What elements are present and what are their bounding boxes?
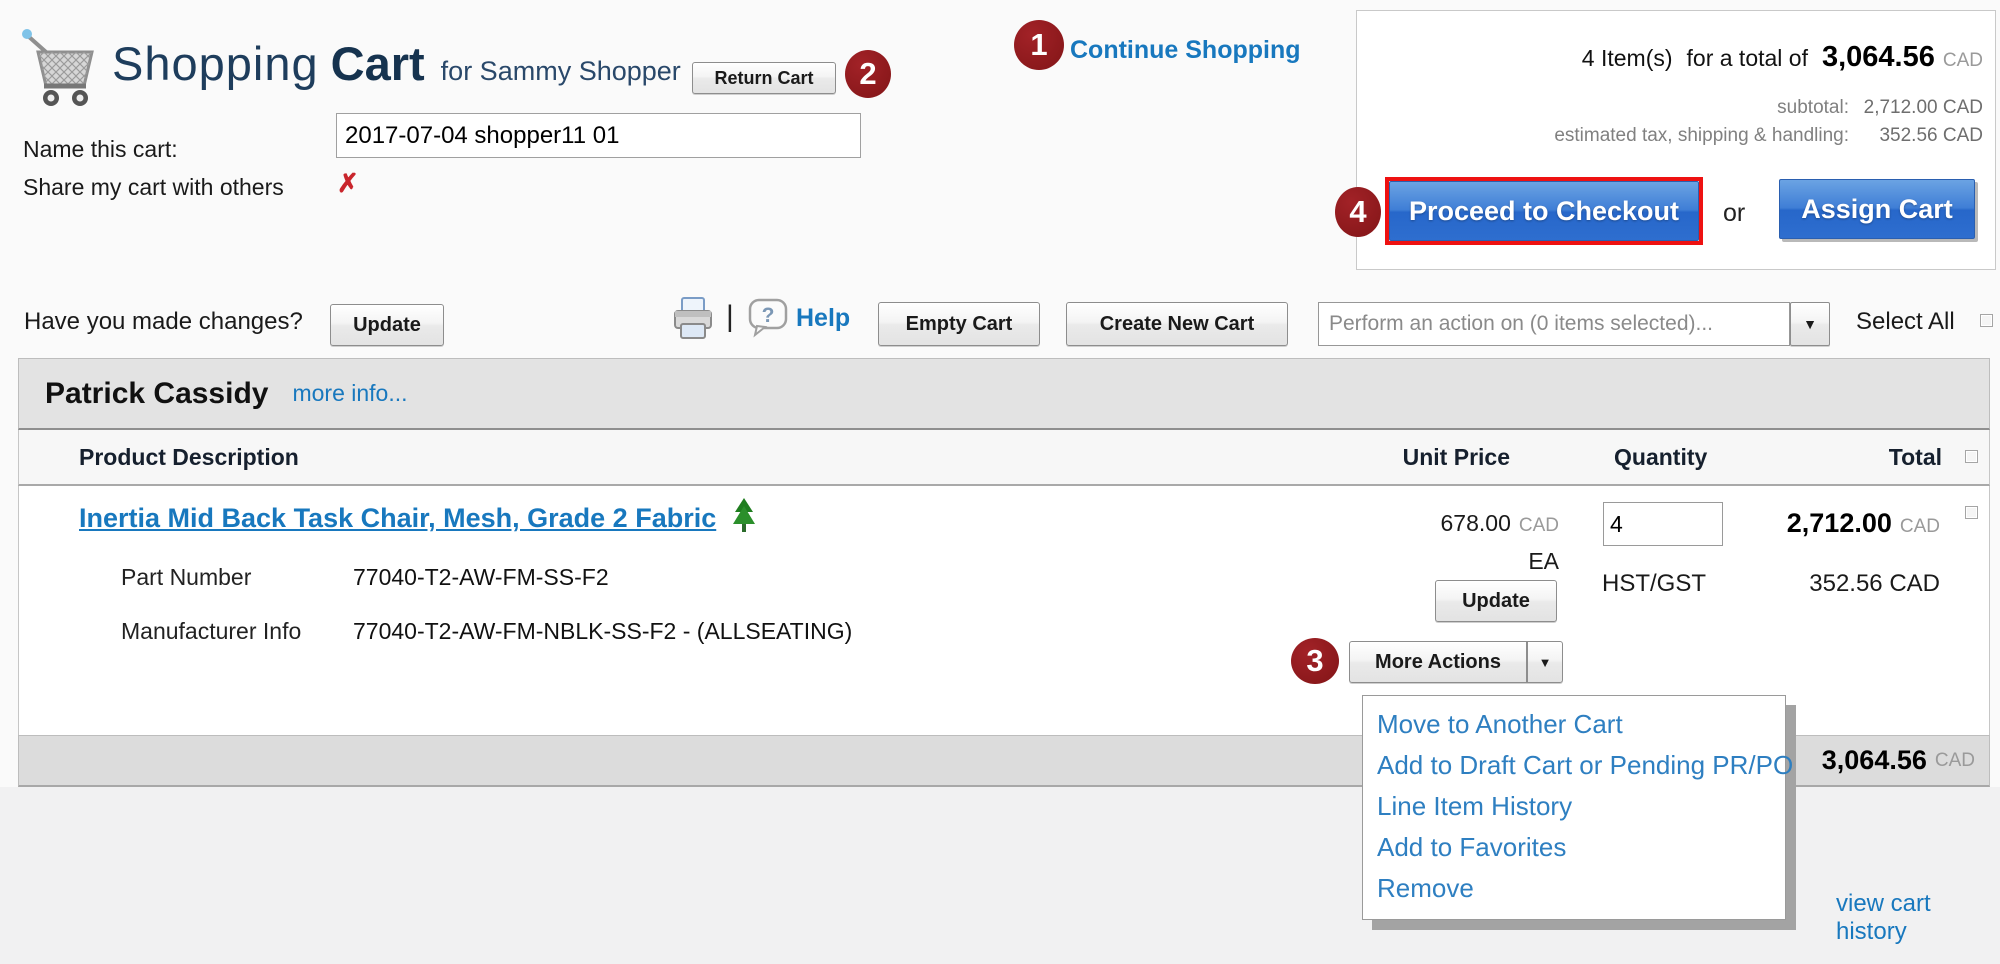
items-table-header: Product Description Unit Price Quantity … [18,430,1990,486]
summary-total-line: 4 Item(s) for a total of 3,064.56 CAD [1582,41,1983,74]
update-cart-button[interactable]: Update [330,304,444,346]
unit-of-measure: EA [1528,548,1559,574]
more-actions-menu: Move to Another Cart Add to Draft Cart o… [1362,695,1794,920]
part-number-value: 77040-T2-AW-FM-SS-F2 [353,564,609,590]
column-unit-price: Unit Price [1402,444,1510,470]
item-update-button[interactable]: Update [1435,580,1557,622]
subtotal-value: 2,712.00 CAD [1863,97,1983,118]
create-new-cart-button[interactable]: Create New Cart [1066,302,1288,346]
callout-1-badge: 1 [1014,20,1064,70]
item-product-link[interactable]: Inertia Mid Back Task Chair, Mesh, Grade… [79,503,717,533]
page-title-owner: for Sammy Shopper [440,56,681,86]
summary-total-phrase: for a total of [1686,45,1808,71]
select-all-checkbox[interactable] [1980,314,1993,327]
summary-tax-line: estimated tax, shipping & handling: 352.… [1554,125,1983,147]
menu-item-remove[interactable]: Remove [1377,873,1474,903]
column-total: Total [1888,444,1942,470]
continue-shopping-link[interactable]: Continue Shopping [1070,36,1301,64]
shopping-cart-icon [20,24,104,115]
item-select-checkbox[interactable] [1965,506,1978,519]
cart-summary-panel: 4 Item(s) for a total of 3,064.56 CAD su… [1335,10,1996,270]
callout-4-badge: 4 [1335,187,1381,237]
line-total-currency: CAD [1899,516,1940,537]
help-bubble-icon[interactable]: ? [748,298,790,343]
page-title: Shopping Cart for Sammy Shopper [112,36,681,91]
item-title-line: Inertia Mid Back Task Chair, Mesh, Grade… [79,498,756,539]
header-select-checkbox[interactable] [1965,450,1978,463]
made-changes-label: Have you made changes? [24,308,303,335]
menu-item-line-item-history[interactable]: Line Item History [1377,791,1573,821]
share-cart-label: Share my cart with others [23,174,284,200]
column-quantity: Quantity [1614,444,1708,470]
unit-price-value: 678.00 [1440,510,1511,536]
green-eco-tree-icon [732,498,756,539]
perform-action-select[interactable]: Perform an action on (0 items selected).… [1318,302,1790,346]
cart-total-value: 3,064.56 [1821,745,1927,775]
cart-owner-name: Patrick Cassidy [45,376,269,410]
line-total-cell: 2,712.00 CAD [1787,508,1940,539]
more-info-link[interactable]: more info... [292,380,408,406]
line-total-value: 2,712.00 [1786,508,1892,538]
column-product-description: Product Description [79,444,299,470]
unit-price-currency: CAD [1518,515,1559,536]
share-disabled-x-icon[interactable]: ✗ [337,168,359,198]
tax-label: estimated tax, shipping & handling: [1554,125,1849,146]
menu-item-add-to-draft-cart[interactable]: Add to Draft Cart or Pending PR/PO [1377,750,1794,780]
page-title-cart: Cart [330,37,425,90]
more-actions-chevron-down-icon[interactable]: ▼ [1527,641,1563,683]
name-cart-label: Name this cart: [23,136,178,162]
menu-item-add-to-favorites[interactable]: Add to Favorites [1377,832,1567,862]
manufacturer-info-label: Manufacturer Info [121,618,302,644]
tax-value: 352.56 CAD [1879,125,1983,146]
cart-total-currency: CAD [1934,749,1975,771]
summary-item-count: 4 Item(s) [1581,45,1673,71]
svg-text:?: ? [762,304,775,327]
proceed-checkout-highlight: Proceed to Checkout [1385,177,1703,245]
return-cart-button[interactable]: Return Cart [692,62,836,94]
part-number-label: Part Number [121,564,252,590]
print-icon[interactable] [672,296,714,347]
perform-action-chevron-down-icon[interactable]: ▼ [1790,302,1830,346]
item-tax-amount: 352.56 CAD [1809,570,1940,597]
page-title-shopping: Shopping [112,37,319,90]
help-link[interactable]: Help [796,304,851,332]
or-label: or [1723,199,1746,227]
toolbar-separator: | [726,300,734,333]
cart-name-input[interactable] [336,113,861,158]
perform-action-select-value: Perform an action on (0 items selected).… [1329,312,1713,335]
menu-item-move-to-another-cart[interactable]: Move to Another Cart [1377,709,1623,739]
manufacturer-info-value: 77040-T2-AW-FM-NBLK-SS-F2 - (ALLSEATING) [353,618,853,644]
select-all-label: Select All [1856,308,1955,335]
summary-total-currency: CAD [1942,50,1983,71]
assign-cart-button[interactable]: Assign Cart [1779,179,1975,239]
cart-item-row: Inertia Mid Back Task Chair, Mesh, Grade… [18,486,1990,735]
item-tax-code: HST/GST [1602,570,1707,597]
quantity-input[interactable] [1603,502,1723,546]
proceed-to-checkout-button[interactable]: Proceed to Checkout [1389,181,1699,241]
callout-3-badge: 3 [1291,638,1339,684]
subtotal-label: subtotal: [1777,97,1849,118]
more-actions-button[interactable]: More Actions [1349,641,1527,683]
cart-owner-bar: Patrick Cassidy more info... [18,358,1990,430]
view-cart-history-link[interactable]: view cart history [1836,890,1931,945]
callout-2-badge: 2 [845,50,891,98]
summary-total-value: 3,064.56 [1821,41,1935,73]
summary-subtotal-line: subtotal: 2,712.00 CAD [1777,97,1983,119]
empty-cart-button[interactable]: Empty Cart [878,302,1040,346]
unit-price-cell: 678.00 CAD [1441,510,1559,537]
